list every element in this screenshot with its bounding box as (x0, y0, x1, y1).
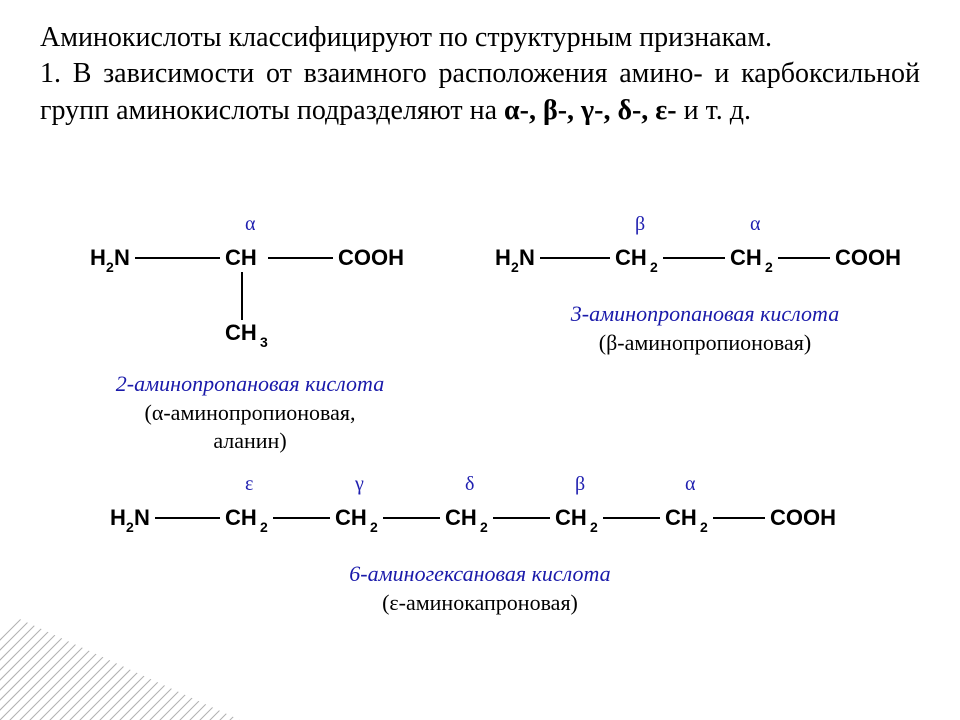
hatch-icon (0, 610, 240, 720)
svg-text:CH: CH (225, 245, 257, 270)
svg-text:2: 2 (260, 519, 268, 535)
svg-text:H: H (495, 245, 511, 270)
svg-text:β: β (635, 213, 645, 235)
svg-text:2: 2 (511, 259, 519, 275)
svg-text:3: 3 (260, 334, 268, 350)
svg-text:2: 2 (590, 519, 598, 535)
intro-bold: α-, β-, γ-, δ-, ε- (504, 95, 677, 126)
svg-text:β: β (575, 473, 585, 495)
labels-alpha: 2-аминопропановая кислота (α-аминопропио… (116, 370, 384, 456)
svg-text:H: H (110, 505, 126, 530)
intro-line2-prefix: 1. В зависимости от взаимного расположен… (40, 58, 920, 125)
svg-text:CH: CH (445, 505, 477, 530)
svg-text:2: 2 (480, 519, 488, 535)
svg-text:2: 2 (370, 519, 378, 535)
structure-beta: βαH2NCH2CH2COOH (485, 210, 925, 290)
svg-text:α: α (245, 213, 256, 235)
svg-text:α: α (750, 213, 761, 235)
iupac-epsilon: 6-аминогексановая кислота (349, 560, 610, 589)
svg-text:CH: CH (225, 320, 257, 345)
svg-text:N: N (134, 505, 150, 530)
svg-text:2: 2 (765, 259, 773, 275)
svg-text:N: N (114, 245, 130, 270)
svg-text:CH: CH (615, 245, 647, 270)
svg-text:COOH: COOH (338, 245, 404, 270)
intro-tail: и т. д. (677, 95, 751, 126)
intro-text: Аминокислоты классифицируют по структурн… (40, 20, 920, 129)
svg-text:ε: ε (245, 473, 253, 495)
svg-text:α: α (685, 473, 696, 495)
svg-text:CH: CH (730, 245, 762, 270)
intro-line1: Аминокислоты классифицируют по структурн… (40, 22, 772, 53)
svg-text:COOH: COOH (835, 245, 901, 270)
svg-text:N: N (519, 245, 535, 270)
slide: Аминокислоты классифицируют по структурн… (0, 0, 960, 720)
svg-text:2: 2 (106, 259, 114, 275)
structure-epsilon: εγδβαH2NCH2CH2CH2CH2CH2COOH (100, 470, 860, 550)
example-beta: βαH2NCH2CH2COOH 3-аминопропановая кислот… (490, 210, 920, 456)
labels-beta: 3-аминопропановая кислота (β-аминопропио… (571, 300, 839, 357)
svg-text:2: 2 (650, 259, 658, 275)
svg-text:CH: CH (555, 505, 587, 530)
svg-text:CH: CH (225, 505, 257, 530)
trivial-alpha: (α-аминопропионовая,аланин) (116, 399, 384, 456)
svg-text:CH: CH (335, 505, 367, 530)
structure-alpha: αH2NCHCOOHCH3 (80, 210, 420, 360)
svg-text:δ: δ (465, 473, 474, 495)
example-epsilon: εγδβαH2NCH2CH2CH2CH2CH2COOH 6-аминогекса… (40, 470, 920, 617)
iupac-beta: 3-аминопропановая кислота (571, 300, 839, 329)
svg-text:H: H (90, 245, 106, 270)
example-alpha: αH2NCHCOOHCH3 2-аминопропановая кислота … (40, 210, 460, 456)
svg-text:γ: γ (354, 473, 364, 495)
svg-text:2: 2 (126, 519, 134, 535)
svg-text:2: 2 (700, 519, 708, 535)
trivial-beta: (β-аминопропионовая) (571, 329, 839, 358)
svg-text:COOH: COOH (770, 505, 836, 530)
examples-row: αH2NCHCOOHCH3 2-аминопропановая кислота … (40, 210, 920, 456)
corner-hatch-decoration (0, 610, 240, 720)
svg-text:CH: CH (665, 505, 697, 530)
iupac-alpha: 2-аминопропановая кислота (116, 370, 384, 399)
labels-epsilon: 6-аминогексановая кислота (ε-аминокапрон… (349, 560, 610, 617)
trivial-epsilon: (ε-аминокапроновая) (349, 589, 610, 618)
